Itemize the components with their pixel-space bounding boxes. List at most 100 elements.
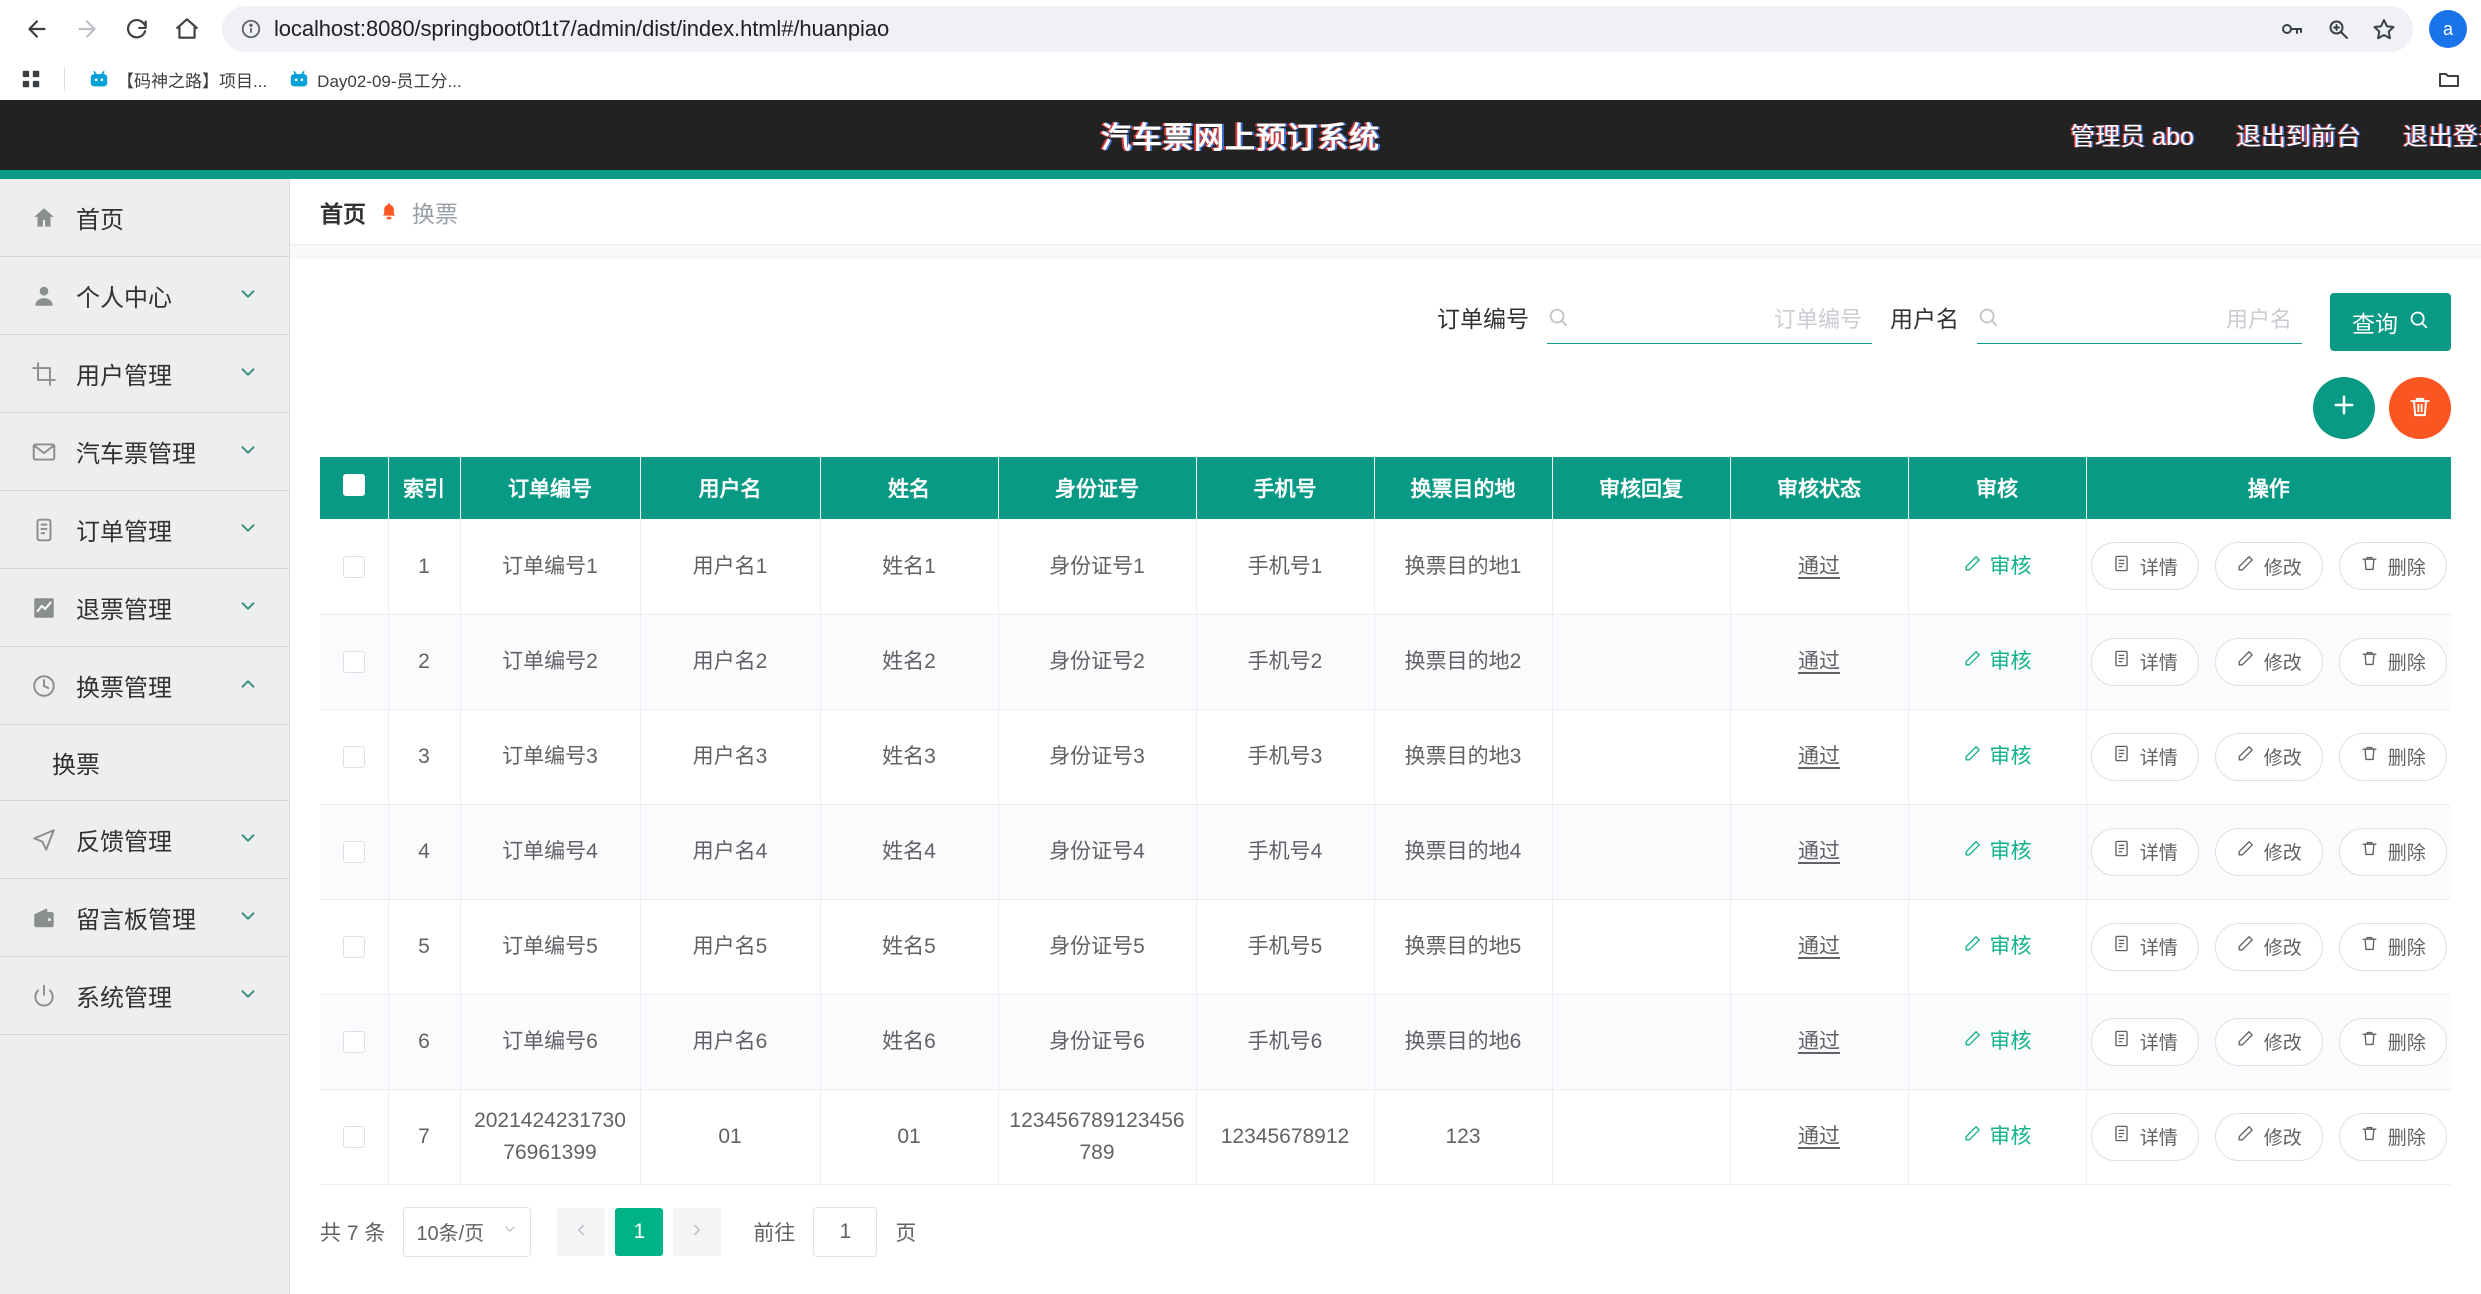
address-bar[interactable]: localhost:8080/springboot0t1t7/admin/dis… [222, 6, 2413, 52]
row-button-detail[interactable]: 详情 [2090, 637, 2199, 686]
select-all-header[interactable] [320, 457, 389, 519]
row-button-delete[interactable]: 删除 [2338, 1017, 2447, 1066]
cell-audit[interactable]: 审核 [1908, 519, 2087, 615]
row-checkbox-cell[interactable] [320, 899, 389, 995]
cell-audit[interactable]: 审核 [1908, 899, 2087, 995]
row-button-detail[interactable]: 详情 [2090, 1017, 2199, 1066]
sidebar-item-ticket-management[interactable]: 汽车票管理 [0, 413, 289, 491]
row-button-delete[interactable]: 删除 [2338, 827, 2447, 876]
apps-grid-icon[interactable] [14, 62, 48, 96]
search-field-username[interactable] [1977, 306, 2302, 344]
zoom-icon[interactable] [2323, 14, 2353, 44]
row-checkbox-cell[interactable] [320, 804, 389, 900]
row-button-detail[interactable]: 详情 [2090, 732, 2199, 781]
row-button-delete[interactable]: 删除 [2338, 732, 2447, 781]
audit-link[interactable]: 审核 [1963, 1026, 2032, 1058]
audit-link[interactable]: 审核 [1963, 646, 2032, 678]
audit-link[interactable]: 审核 [1963, 931, 2032, 963]
bookmark-item-0[interactable]: 【码神之路】项目... [81, 62, 275, 97]
next-page-button[interactable] [673, 1207, 722, 1256]
row-button-edit[interactable]: 修改 [2214, 542, 2323, 591]
back-arrow-icon[interactable] [14, 6, 60, 52]
chevron-down-icon[interactable] [237, 827, 259, 853]
page-size-select[interactable]: 10条/页 [403, 1206, 532, 1257]
row-checkbox[interactable] [342, 1031, 365, 1054]
chevron-down-icon[interactable] [237, 595, 259, 621]
sidebar-item-user-management[interactable]: 用户管理 [0, 335, 289, 413]
row-checkbox-cell[interactable] [320, 994, 389, 1090]
select-all-checkbox[interactable] [342, 474, 365, 496]
row-button-edit[interactable]: 修改 [2214, 732, 2323, 781]
page-number-1[interactable]: 1 [615, 1207, 664, 1256]
row-checkbox[interactable] [342, 936, 365, 959]
home-icon[interactable] [164, 6, 210, 52]
row-checkbox-cell[interactable] [320, 1089, 389, 1185]
sidebar-item-personal-center[interactable]: 个人中心 [0, 257, 289, 335]
row-button-edit[interactable]: 修改 [2214, 922, 2323, 971]
row-button-delete[interactable]: 删除 [2338, 637, 2447, 686]
row-checkbox[interactable] [342, 651, 365, 674]
sidebar-item-system-management[interactable]: 系统管理 [0, 957, 289, 1035]
row-checkbox-cell[interactable] [320, 614, 389, 710]
row-checkbox[interactable] [342, 841, 365, 864]
row-button-detail[interactable]: 详情 [2090, 1112, 2199, 1161]
query-button[interactable]: 查询 [2330, 293, 2451, 351]
chevron-down-icon[interactable] [237, 361, 259, 387]
row-button-edit[interactable]: 修改 [2214, 827, 2323, 876]
header-exit-to-front[interactable]: 退出到前台 [2235, 123, 2361, 151]
sidebar-item-exchange-management[interactable]: 换票管理 [0, 647, 289, 725]
password-key-icon[interactable] [2277, 14, 2307, 44]
search-input-order-no[interactable] [1577, 306, 1862, 333]
goto-page-input[interactable] [813, 1206, 878, 1257]
row-button-edit[interactable]: 修改 [2214, 1017, 2323, 1066]
search-field-order-no[interactable] [1547, 306, 1872, 344]
bookmarks-overflow-icon[interactable] [2437, 67, 2467, 91]
row-checkbox[interactable] [342, 746, 365, 769]
chevron-down-icon[interactable] [237, 905, 259, 931]
cell-audit[interactable]: 审核 [1908, 994, 2087, 1090]
row-checkbox[interactable] [342, 555, 365, 578]
bookmark-item-1[interactable]: Day02-09-员工分... [281, 62, 470, 97]
header-admin-name[interactable]: 管理员 abo [2070, 123, 2194, 151]
row-button-delete[interactable]: 删除 [2338, 542, 2447, 591]
chevron-down-icon[interactable] [237, 283, 259, 309]
row-button-detail[interactable]: 详情 [2090, 827, 2199, 876]
batch-delete-button[interactable] [2389, 377, 2451, 439]
chevron-down-icon[interactable] [237, 983, 259, 1009]
breadcrumb-home[interactable]: 首页 [320, 200, 366, 227]
sidebar-item-message-board-management[interactable]: 留言板管理 [0, 879, 289, 957]
forward-arrow-icon[interactable] [64, 6, 110, 52]
row-button-detail[interactable]: 详情 [2090, 542, 2199, 591]
audit-link[interactable]: 审核 [1963, 551, 2032, 583]
row-button-delete[interactable]: 删除 [2338, 922, 2447, 971]
sidebar-subitem-exchange[interactable]: 换票 [0, 725, 289, 801]
sidebar-item-refund-management[interactable]: 退票管理 [0, 569, 289, 647]
row-checkbox-cell[interactable] [320, 709, 389, 805]
chevron-down-icon[interactable] [237, 439, 259, 465]
profile-avatar[interactable]: a [2429, 10, 2467, 48]
cell-audit[interactable]: 审核 [1908, 709, 2087, 805]
add-button[interactable] [2313, 377, 2375, 439]
cell-audit[interactable]: 审核 [1908, 1089, 2087, 1185]
prev-page-button[interactable] [557, 1207, 606, 1256]
row-button-delete[interactable]: 删除 [2338, 1112, 2447, 1161]
row-button-edit[interactable]: 修改 [2214, 637, 2323, 686]
chevron-up-icon[interactable] [237, 673, 259, 699]
search-input-username[interactable] [2007, 306, 2292, 333]
audit-link[interactable]: 审核 [1963, 1121, 2032, 1153]
row-checkbox[interactable] [342, 1126, 365, 1149]
audit-link[interactable]: 审核 [1963, 836, 2032, 868]
chevron-down-icon[interactable] [237, 517, 259, 543]
audit-link[interactable]: 审核 [1963, 741, 2032, 773]
sidebar-item-order-management[interactable]: 订单管理 [0, 491, 289, 569]
site-info-icon[interactable] [236, 14, 266, 44]
row-checkbox-cell[interactable] [320, 519, 389, 615]
cell-audit[interactable]: 审核 [1908, 614, 2087, 710]
cell-audit[interactable]: 审核 [1908, 804, 2087, 900]
row-button-detail[interactable]: 详情 [2090, 922, 2199, 971]
header-logout[interactable]: 退出登录 [2402, 123, 2481, 151]
sidebar-item-feedback-management[interactable]: 反馈管理 [0, 801, 289, 879]
reload-icon[interactable] [114, 6, 160, 52]
sidebar-item-home[interactable]: 首页 [0, 179, 289, 257]
bookmark-star-icon[interactable] [2369, 14, 2399, 44]
